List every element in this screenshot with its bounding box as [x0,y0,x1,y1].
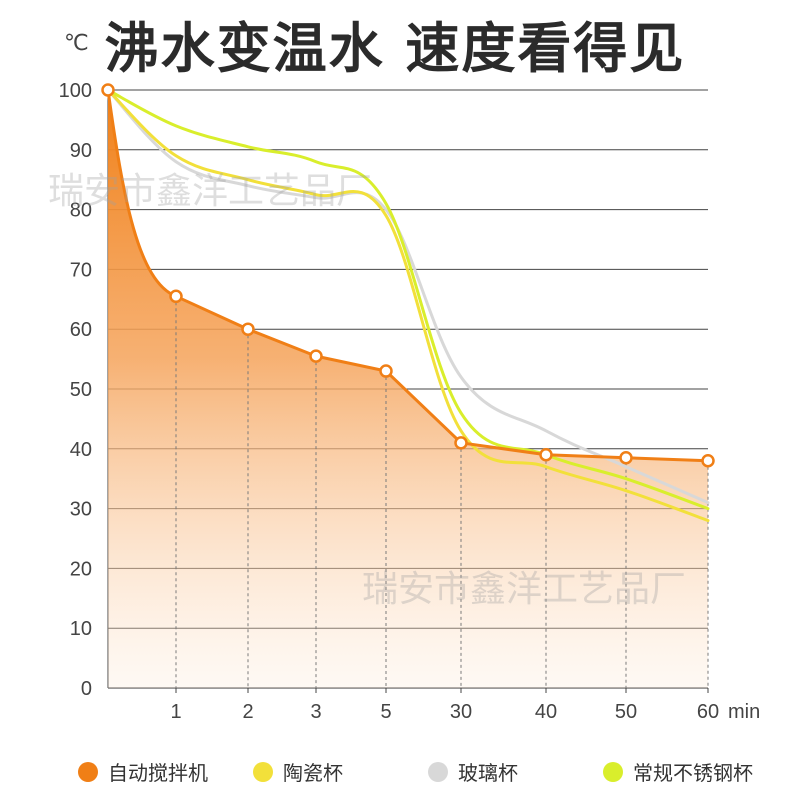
y-tick-label: 100 [59,80,92,102]
data-point [241,322,255,336]
y-tick-label: 70 [70,259,92,281]
x-axis-unit: min [728,701,760,723]
series-area-自动搅拌机 [108,90,708,688]
series-line-常规不锈钢杯 [106,88,710,511]
legend-label: 常规不锈钢杯 [633,761,753,785]
x-tick-labels: 1 2 3 5 30 40 50 60 min [170,688,760,723]
x-tick-label: 2 [242,701,253,723]
chart-title: 沸水变温水 速度看得见 [104,17,686,80]
y-axis-unit: ℃ [64,30,89,55]
y-tick-label: 20 [70,558,92,580]
legend-item: 陶瓷杯 [253,757,428,786]
data-points [101,83,715,468]
data-point [379,364,393,378]
y-tick-label: 90 [70,140,92,162]
x-tick-label: 5 [380,701,391,723]
y-tick-label: 30 [70,499,92,521]
legend-label: 自动搅拌机 [108,761,208,785]
data-point [169,289,183,304]
series-line-自动搅拌机 [106,89,709,463]
data-point [454,436,468,450]
data-point [101,83,115,97]
legend-swatch [78,761,98,782]
x-tick-label: 3 [310,701,321,723]
data-point [619,451,633,465]
legend-item: 自动搅拌机 [78,757,253,786]
legend-swatch [428,761,448,782]
legend-label: 陶瓷杯 [283,761,343,785]
legend-item: 常规不锈钢杯 [603,757,778,786]
vertical-guide-lines [175,296,709,688]
legend-swatch [253,761,273,782]
legend-swatch [603,761,623,782]
data-point [309,349,323,363]
y-tick-label: 0 [81,678,92,700]
x-tick-label: 40 [535,701,557,723]
series-lines [106,88,710,523]
legend-item: 玻璃杯 [428,757,603,786]
data-point [701,454,715,468]
y-tick-label: 50 [70,379,92,401]
y-tick-label: 60 [70,319,92,341]
y-tick-labels: 0 10 20 30 40 50 60 70 80 90 100 [59,80,92,700]
series-line-陶瓷杯 [106,88,710,523]
x-tick-label: 1 [170,701,181,723]
legend-label: 玻璃杯 [458,761,518,785]
y-tick-label: 10 [70,618,92,640]
chart: 0 10 20 30 40 50 60 70 80 90 100 1 2 3 5 30 40 50 60 min [59,80,761,723]
x-tick-label: 50 [615,701,637,723]
x-tick-label: 60 [697,701,719,723]
area-layer [108,90,708,688]
legend: 自动搅拌机 陶瓷杯 玻璃杯 常规不锈钢杯 [78,757,778,786]
data-point [539,448,553,462]
y-tick-label: 80 [70,200,92,222]
x-tick-label: 30 [450,701,472,723]
y-tick-label: 40 [70,439,92,461]
